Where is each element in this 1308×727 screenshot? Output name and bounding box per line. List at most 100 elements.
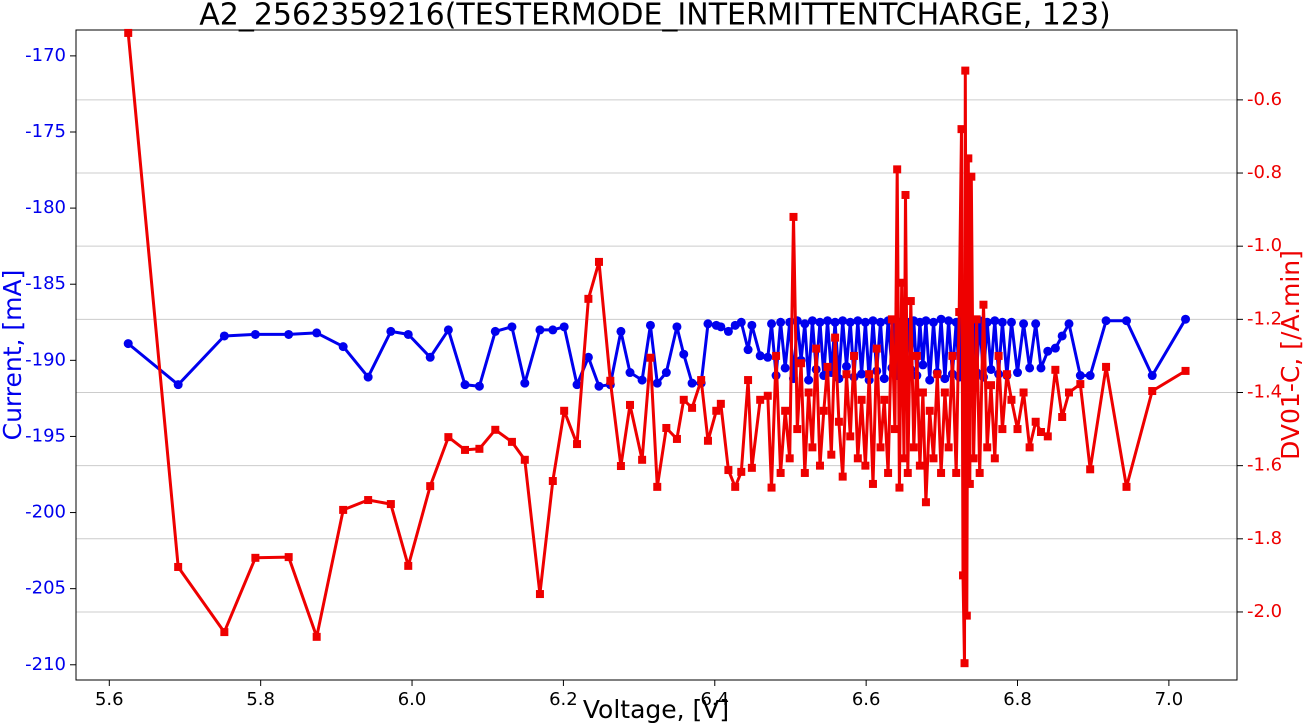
point xyxy=(857,369,867,379)
point xyxy=(1006,317,1016,327)
point xyxy=(880,395,889,404)
point xyxy=(807,316,817,326)
point xyxy=(967,172,976,181)
point xyxy=(560,406,569,415)
point xyxy=(637,375,647,385)
x-tick-label: 5.6 xyxy=(95,689,124,710)
point xyxy=(915,461,924,470)
point xyxy=(940,374,950,384)
point xyxy=(804,388,813,397)
point xyxy=(1025,363,1035,373)
point xyxy=(959,571,968,580)
point xyxy=(312,632,321,641)
point xyxy=(573,440,582,449)
point xyxy=(284,553,293,562)
point xyxy=(645,320,655,330)
point xyxy=(918,360,928,370)
point xyxy=(819,406,828,415)
point xyxy=(490,326,500,336)
point xyxy=(925,406,934,415)
point xyxy=(1043,432,1052,441)
point xyxy=(940,388,949,397)
point xyxy=(679,395,688,404)
point xyxy=(767,319,777,329)
y-tick-label: -180 xyxy=(25,197,66,218)
point xyxy=(679,349,689,359)
point xyxy=(491,425,500,434)
point xyxy=(688,403,697,412)
point xyxy=(921,498,930,507)
point xyxy=(1025,443,1034,452)
y2-tick-label: -1.4 xyxy=(1247,381,1282,402)
point xyxy=(626,400,635,409)
point xyxy=(535,590,544,599)
point xyxy=(961,66,970,75)
point xyxy=(990,454,999,463)
point xyxy=(781,406,790,415)
y-axis-label: Current, [mA] xyxy=(0,270,27,441)
point xyxy=(703,319,713,329)
point xyxy=(868,479,877,488)
y-tick-label: -185 xyxy=(25,273,66,294)
point xyxy=(716,399,725,408)
point xyxy=(1147,371,1157,381)
point xyxy=(853,316,863,326)
point xyxy=(174,562,183,571)
point xyxy=(712,406,721,415)
point xyxy=(220,628,229,637)
point xyxy=(884,468,893,477)
point xyxy=(1013,425,1022,434)
point xyxy=(652,378,662,388)
point xyxy=(861,461,870,470)
point xyxy=(815,461,824,470)
point xyxy=(979,300,988,309)
point xyxy=(338,342,348,352)
point xyxy=(339,505,348,514)
point xyxy=(755,351,765,361)
point xyxy=(846,432,855,441)
point xyxy=(887,315,896,324)
point xyxy=(460,380,470,390)
point xyxy=(876,317,886,327)
point xyxy=(1075,371,1085,381)
y-tick-label: -170 xyxy=(25,45,66,66)
point xyxy=(646,353,655,362)
point xyxy=(756,395,765,404)
point xyxy=(661,368,671,378)
y2-tick-label: -0.8 xyxy=(1247,162,1282,183)
point xyxy=(763,391,772,400)
point xyxy=(1013,368,1023,378)
point xyxy=(895,483,904,492)
point xyxy=(703,436,712,445)
point xyxy=(520,378,530,388)
point xyxy=(312,328,322,338)
point xyxy=(853,454,862,463)
point xyxy=(731,482,740,491)
point xyxy=(584,294,593,303)
point xyxy=(857,395,866,404)
point xyxy=(443,325,453,335)
point xyxy=(834,417,843,426)
point xyxy=(876,443,885,452)
point xyxy=(535,325,545,335)
point xyxy=(850,351,859,360)
chart-title: A2_2562359216(TESTERMODE_INTERMITTENTCHA… xyxy=(199,0,1111,33)
point xyxy=(572,380,582,390)
point xyxy=(697,376,706,385)
point xyxy=(893,165,902,174)
point xyxy=(1085,371,1095,381)
point xyxy=(743,345,753,355)
point xyxy=(925,375,935,385)
point xyxy=(918,388,927,397)
x-tick-label: 6.2 xyxy=(549,689,578,710)
point xyxy=(1057,331,1067,341)
point xyxy=(872,344,881,353)
point xyxy=(983,443,992,452)
point xyxy=(998,425,1007,434)
x-tick-label: 7.0 xyxy=(1155,689,1184,710)
point xyxy=(1036,363,1046,373)
x-tick-label: 6.6 xyxy=(852,689,881,710)
point xyxy=(815,317,825,327)
point xyxy=(933,370,942,379)
point xyxy=(653,482,662,491)
